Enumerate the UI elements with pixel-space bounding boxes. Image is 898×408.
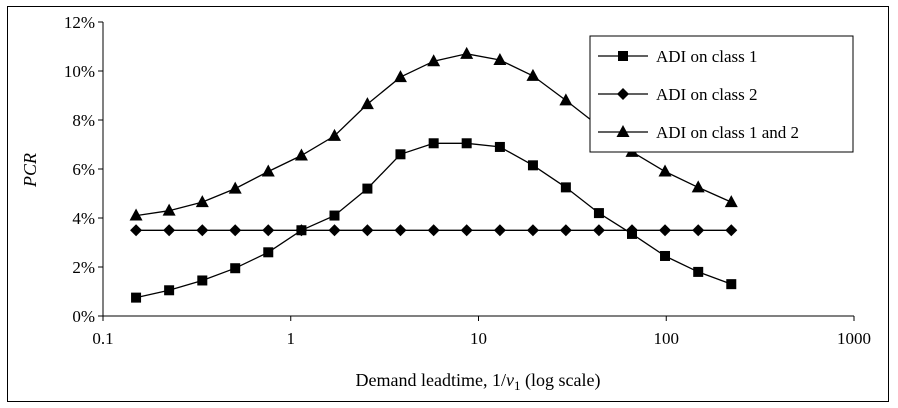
data-point xyxy=(592,224,605,237)
legend: ADI on class 1 ADI on class 2 ADI on class… xyxy=(589,35,854,153)
data-point xyxy=(328,224,341,237)
data-point xyxy=(131,292,142,303)
data-point xyxy=(560,182,571,193)
data-point xyxy=(526,224,539,237)
data-point xyxy=(197,275,208,286)
x-axis-title-prefix: Demand leadtime, 1/ xyxy=(356,370,506,390)
y-tick-label: 2% xyxy=(72,258,95,277)
series-square xyxy=(131,138,737,303)
data-point xyxy=(329,210,340,221)
data-point xyxy=(460,46,474,59)
data-point xyxy=(427,224,440,237)
series-diamond xyxy=(130,224,738,237)
data-point xyxy=(493,52,507,65)
x-tick-label: 0.1 xyxy=(92,329,113,348)
data-point xyxy=(229,224,242,237)
data-point xyxy=(360,97,374,110)
data-point xyxy=(395,149,406,160)
data-point xyxy=(196,224,209,237)
x-axis-title-symbol: ν xyxy=(506,370,514,390)
data-point xyxy=(427,54,441,67)
data-point xyxy=(559,93,573,106)
data-point xyxy=(693,266,704,277)
legend-swatch-triangle xyxy=(616,125,630,137)
data-point xyxy=(230,263,241,274)
data-point xyxy=(461,138,472,149)
y-tick-label: 8% xyxy=(72,111,95,130)
data-point xyxy=(262,224,275,237)
series-line xyxy=(135,142,732,299)
data-point xyxy=(659,224,672,237)
data-point xyxy=(526,68,540,81)
data-point xyxy=(493,224,506,237)
data-point xyxy=(295,224,308,237)
y-tick-label: 6% xyxy=(72,160,95,179)
x-axis-title-subscript: 1 xyxy=(514,378,521,393)
y-tick-label: 10% xyxy=(64,62,95,81)
data-point xyxy=(361,224,374,237)
x-axis-title-suffix: (log scale) xyxy=(520,370,600,391)
data-point xyxy=(660,250,671,261)
data-point xyxy=(261,164,275,177)
data-point xyxy=(394,224,407,237)
data-point xyxy=(691,180,705,193)
data-point xyxy=(692,224,705,237)
data-point xyxy=(428,138,439,149)
data-point xyxy=(658,164,672,177)
data-point xyxy=(393,70,407,83)
data-point xyxy=(559,224,572,237)
data-point xyxy=(162,203,176,216)
y-tick-label: 0% xyxy=(72,307,95,326)
y-tick-label: 4% xyxy=(72,209,95,228)
legend-label: ADI on class 1 and 2 xyxy=(656,123,799,142)
data-point xyxy=(362,183,373,194)
data-point xyxy=(263,247,274,258)
y-tick-label: 12% xyxy=(64,13,95,32)
data-point xyxy=(724,195,738,208)
x-tick-label: 1000 xyxy=(837,329,871,348)
data-point xyxy=(294,148,308,161)
data-point xyxy=(228,181,242,194)
data-point xyxy=(164,285,175,296)
data-point xyxy=(494,141,505,152)
legend-swatch-diamond xyxy=(617,88,629,100)
data-point xyxy=(460,224,473,237)
legend-swatch-square xyxy=(618,51,628,61)
x-axis-ticks: 0.1 1 10 100 1000 xyxy=(92,316,871,348)
data-point xyxy=(163,224,176,237)
data-point xyxy=(129,208,143,221)
x-tick-label: 100 xyxy=(654,329,680,348)
y-axis-title: PCR xyxy=(20,153,40,188)
data-point xyxy=(593,208,604,219)
data-point xyxy=(725,224,738,237)
legend-label: ADI on class 2 xyxy=(656,85,758,104)
data-point xyxy=(195,195,209,208)
data-point xyxy=(527,160,538,171)
y-axis-ticks: 0% 2% 4% 6% 8% 10% 12% xyxy=(64,13,103,326)
x-axis-title: Demand leadtime, 1/ν1 (log scale) xyxy=(356,370,601,393)
x-tick-label: 1 xyxy=(287,329,296,348)
data-point xyxy=(625,224,638,237)
legend-label: ADI on class 1 xyxy=(656,47,758,66)
data-point xyxy=(327,128,341,141)
data-point xyxy=(130,224,143,237)
data-point xyxy=(726,279,737,290)
x-tick-label: 10 xyxy=(470,329,487,348)
